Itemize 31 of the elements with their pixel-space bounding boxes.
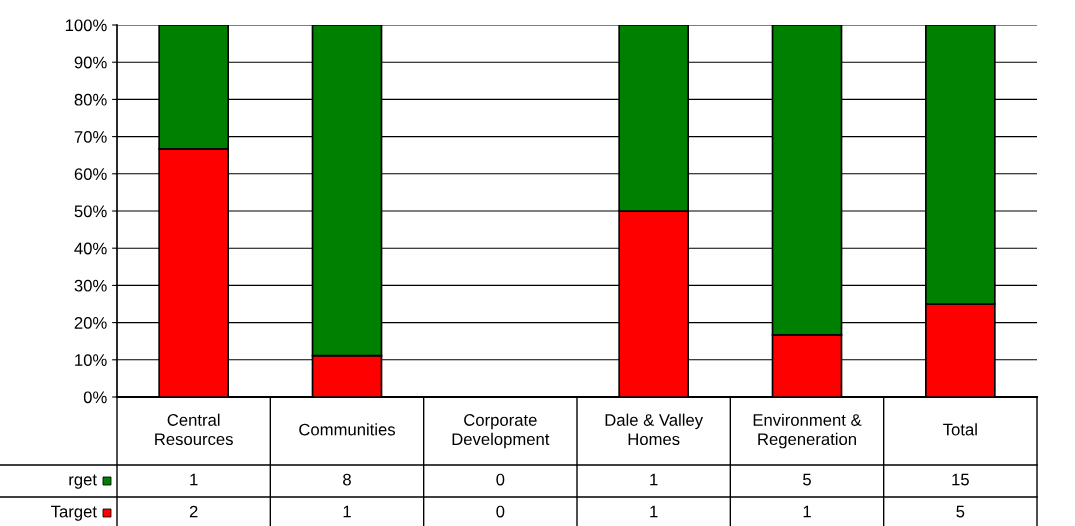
text: 0 bbox=[496, 473, 505, 486]
text: 1 bbox=[803, 505, 811, 518]
text: 1 bbox=[190, 473, 198, 486]
legend-label: rget bbox=[69, 474, 97, 489]
legend-label: Target bbox=[51, 505, 97, 521]
x-tick-label: Communities bbox=[299, 423, 396, 436]
text: 5 bbox=[803, 473, 811, 486]
text: 1 bbox=[650, 505, 658, 518]
y-tick-label: 30% bbox=[74, 279, 107, 292]
x-tick-label: Total bbox=[943, 423, 977, 436]
text: 5 bbox=[956, 505, 965, 518]
x-tick-label: Environment & Regeneration bbox=[753, 413, 862, 449]
y-tick-label: 60% bbox=[74, 168, 107, 180]
y-tick-label: 10% bbox=[75, 354, 107, 366]
text: 0 bbox=[496, 505, 505, 518]
text: 2 bbox=[189, 505, 198, 518]
y-tick-label: 0% bbox=[83, 391, 107, 404]
text: 15 bbox=[952, 473, 969, 486]
y-tick-label: 80% bbox=[74, 93, 107, 106]
text: 8 bbox=[343, 473, 351, 486]
x-tick-label: Central Resources bbox=[155, 413, 233, 446]
y-tick-label: 90% bbox=[74, 56, 107, 69]
x-tick-label: Dale & Valley Homes bbox=[605, 413, 704, 446]
x-tick-label: Corporate Development bbox=[452, 414, 550, 449]
y-tick-label: 70% bbox=[74, 131, 107, 143]
y-tick-label: 100% bbox=[65, 19, 107, 32]
y-tick-label: 40% bbox=[74, 242, 107, 255]
text: 1 bbox=[650, 473, 658, 486]
y-tick-label: 50% bbox=[74, 205, 107, 218]
text: 1 bbox=[343, 505, 351, 518]
y-tick-label: 20% bbox=[74, 317, 107, 329]
